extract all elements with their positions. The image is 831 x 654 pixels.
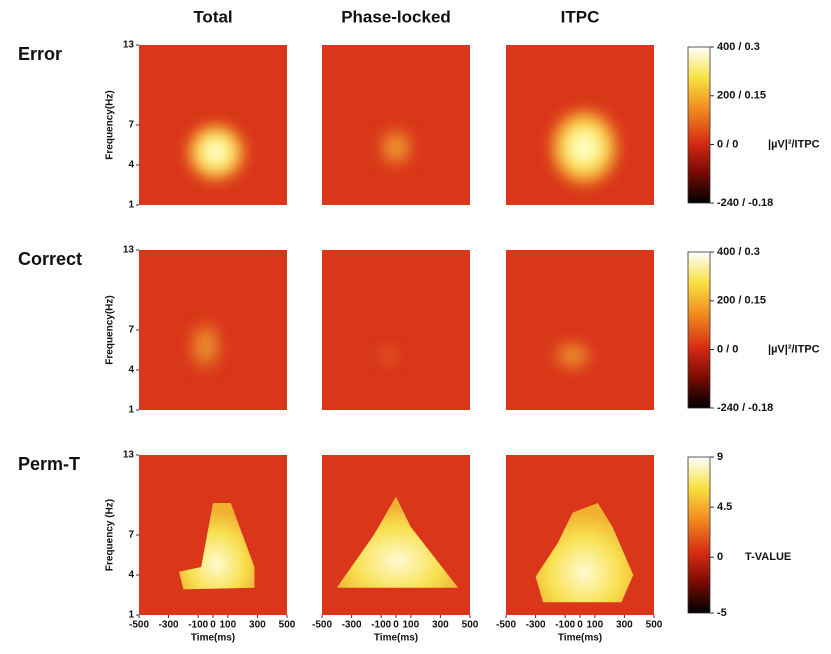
- column-title: ITPC: [561, 7, 600, 26]
- x-tick-label: -100: [371, 620, 391, 631]
- y-tick-label: 7: [128, 325, 134, 336]
- x-tick-label: -500: [312, 620, 332, 631]
- y-tick-label: 13: [123, 450, 135, 461]
- colorbar-tick-label: 0: [717, 551, 723, 563]
- x-axis-label: Time(ms): [191, 633, 235, 644]
- heatmap-blob: [180, 117, 252, 188]
- x-tick-label: -300: [159, 620, 179, 631]
- colorbar-tick-label: -240 / -0.18: [717, 197, 773, 209]
- y-tick-label: 1: [128, 610, 134, 621]
- colorbar-tick-label: -5: [717, 607, 727, 619]
- row-label: Error: [18, 44, 62, 64]
- colorbar-unit: |µV|²/ITPC: [768, 343, 820, 355]
- x-tick-label: 500: [279, 620, 296, 631]
- colorbar: [687, 456, 711, 614]
- x-tick-label: -100: [188, 620, 208, 631]
- column-title: Total: [193, 7, 232, 26]
- x-tick-label: 300: [432, 620, 449, 631]
- x-tick-label: 100: [402, 620, 419, 631]
- significant-cluster: [178, 503, 255, 590]
- x-tick-label: 300: [249, 620, 266, 631]
- heatmap-blob: [373, 339, 404, 372]
- row-label: Perm-T: [18, 454, 80, 474]
- colorbar-unit: T-VALUE: [745, 551, 791, 563]
- y-axis-label: Frequency (Hz): [105, 499, 116, 571]
- y-tick-label: 13: [123, 245, 135, 256]
- x-tick-label: -500: [129, 620, 149, 631]
- colorbar-unit: |µV|²/ITPC: [768, 138, 820, 150]
- row-label: Correct: [18, 249, 82, 269]
- heatmap-blob: [543, 100, 626, 194]
- y-tick-label: 7: [128, 120, 134, 131]
- colorbar-tick-label: 4.5: [717, 501, 732, 513]
- y-tick-label: 13: [123, 40, 135, 51]
- x-tick-label: -100: [555, 620, 575, 631]
- y-tick-label: 1: [128, 200, 134, 211]
- x-tick-label: -300: [526, 620, 546, 631]
- x-tick-label: 500: [462, 620, 479, 631]
- significant-cluster: [336, 496, 459, 588]
- significant-cluster: [535, 503, 634, 603]
- colorbar-tick-label: 200 / 0.15: [717, 295, 766, 307]
- colorbar-tick-label: -240 / -0.18: [717, 402, 773, 414]
- y-tick-label: 4: [128, 570, 134, 581]
- y-tick-label: 4: [128, 365, 134, 376]
- x-axis-label: Time(ms): [374, 633, 418, 644]
- colorbar-tick-label: 9: [717, 451, 723, 463]
- heatmap-background: [506, 250, 654, 410]
- colorbar-tick-label: 0 / 0: [717, 343, 738, 355]
- y-tick-label: 1: [128, 405, 134, 416]
- x-axis-label: Time(ms): [558, 633, 602, 644]
- heatmap-blob: [545, 334, 600, 377]
- x-tick-label: -300: [342, 620, 362, 631]
- x-tick-label: 0: [393, 620, 399, 631]
- y-tick-label: 4: [128, 160, 134, 171]
- y-axis-label: Frequency(Hz): [105, 295, 116, 364]
- column-title: Phase-locked: [341, 7, 451, 26]
- x-tick-label: 100: [586, 620, 603, 631]
- colorbar-tick-label: 400 / 0.3: [717, 246, 760, 258]
- heatmap-background: [322, 250, 470, 410]
- y-tick-label: 7: [128, 530, 134, 541]
- colorbar: [687, 251, 711, 409]
- colorbar-tick-label: 0 / 0: [717, 138, 738, 150]
- colorbar-tick-label: 200 / 0.15: [717, 90, 766, 102]
- colorbar: [687, 46, 711, 204]
- y-axis-label: Frequency(Hz): [105, 90, 116, 159]
- x-tick-label: 300: [616, 620, 633, 631]
- heatmap-blob: [183, 314, 228, 378]
- colorbar-tick-label: 400 / 0.3: [717, 41, 760, 53]
- x-tick-label: 0: [577, 620, 583, 631]
- x-tick-label: 0: [210, 620, 216, 631]
- heatmap-blob: [372, 121, 420, 173]
- x-tick-label: -500: [496, 620, 516, 631]
- x-tick-label: 100: [219, 620, 236, 631]
- x-tick-label: 500: [646, 620, 663, 631]
